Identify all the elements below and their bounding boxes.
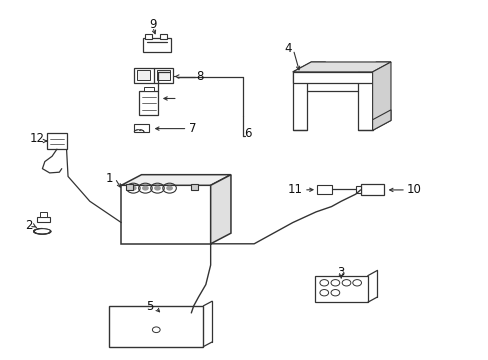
Bar xyxy=(134,124,148,132)
Bar xyxy=(47,133,66,149)
Circle shape xyxy=(166,186,173,191)
Bar xyxy=(142,38,171,52)
Bar xyxy=(157,71,170,80)
Text: 10: 10 xyxy=(406,184,421,197)
Bar xyxy=(355,186,361,193)
Bar xyxy=(139,91,158,115)
Text: 8: 8 xyxy=(196,70,203,83)
Polygon shape xyxy=(121,175,230,185)
Bar xyxy=(126,184,133,190)
Bar xyxy=(134,68,173,82)
Bar xyxy=(190,184,197,190)
Bar xyxy=(292,72,372,82)
Text: 1: 1 xyxy=(105,172,113,185)
Bar xyxy=(145,34,152,39)
Polygon shape xyxy=(292,62,390,72)
Bar xyxy=(109,306,203,347)
Text: 5: 5 xyxy=(146,300,153,313)
Text: 7: 7 xyxy=(188,122,196,135)
Text: 9: 9 xyxy=(148,18,156,31)
Polygon shape xyxy=(372,62,390,130)
Polygon shape xyxy=(121,185,210,244)
Polygon shape xyxy=(357,62,390,72)
Bar xyxy=(160,34,167,39)
Bar xyxy=(360,184,383,195)
Bar xyxy=(143,87,153,91)
Bar xyxy=(137,71,149,80)
Polygon shape xyxy=(292,62,325,72)
Text: 3: 3 xyxy=(337,266,344,279)
Bar xyxy=(37,216,50,222)
Circle shape xyxy=(142,186,148,191)
Text: 12: 12 xyxy=(29,132,44,145)
Bar xyxy=(292,72,307,130)
Polygon shape xyxy=(372,110,390,130)
Bar xyxy=(316,185,331,194)
Bar xyxy=(40,212,47,217)
Circle shape xyxy=(154,186,161,191)
Circle shape xyxy=(130,186,137,191)
Text: 2: 2 xyxy=(25,219,33,232)
Bar xyxy=(357,72,372,130)
Polygon shape xyxy=(210,175,230,244)
Bar xyxy=(314,276,367,302)
Text: 11: 11 xyxy=(287,184,302,197)
Text: 6: 6 xyxy=(244,127,251,140)
Text: 4: 4 xyxy=(284,42,291,55)
